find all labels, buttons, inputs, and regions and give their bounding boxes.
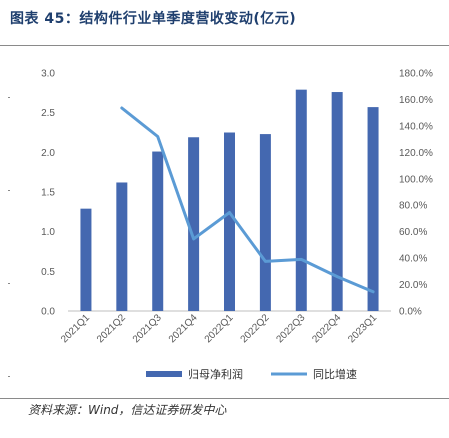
left-axis-tick-label: 1.0 bbox=[41, 227, 55, 238]
side-tick-mark bbox=[8, 97, 10, 98]
right-axis-tick-label: 60.0% bbox=[399, 227, 427, 238]
left-axis-tick-label: 2.0 bbox=[41, 148, 55, 159]
bar-2022Q3 bbox=[295, 89, 307, 311]
x-axis-tick-label: 2022Q1 bbox=[203, 312, 236, 345]
top-rule bbox=[0, 45, 449, 46]
x-axis-tick-label: 2021Q3 bbox=[131, 312, 164, 345]
bar-series bbox=[80, 89, 379, 311]
right-axis-tick-label: 140.0% bbox=[399, 121, 433, 132]
right-axis-tick-label: 40.0% bbox=[399, 254, 427, 265]
bar-2022Q2 bbox=[259, 134, 271, 311]
x-axis-tick-label: 2021Q2 bbox=[95, 312, 128, 345]
bar-2021Q3 bbox=[152, 151, 164, 311]
legend-swatch-bar bbox=[146, 371, 182, 377]
right-axis-tick-label: 80.0% bbox=[399, 201, 427, 212]
x-axis-tick-label: 2022Q2 bbox=[239, 312, 272, 345]
bottom-rule bbox=[0, 398, 449, 399]
chart-title: 图表 45：结构件行业单季度营收变动(亿元) bbox=[10, 11, 297, 27]
growth-rate-line bbox=[120, 106, 375, 294]
bar-2021Q1 bbox=[80, 208, 92, 311]
right-axis-tick-label: 160.0% bbox=[399, 95, 433, 106]
side-tick-mark bbox=[8, 190, 10, 191]
x-axis-labels: 2021Q1 2021Q2 2021Q3 2021Q4 2022Q1 2022Q2 2022… bbox=[59, 312, 379, 345]
x-axis-tick-label: 2023Q1 bbox=[346, 312, 379, 345]
side-tick-mark bbox=[8, 283, 10, 284]
left-axis-tick-label: 3.0 bbox=[41, 69, 55, 80]
left-axis-tick-label: 0.5 bbox=[41, 267, 55, 278]
x-axis-tick-label: 2021Q1 bbox=[59, 312, 92, 345]
legend: 归母净利润 同比增速 bbox=[146, 367, 357, 381]
bar-2022Q1 bbox=[224, 132, 235, 311]
side-tick-mark bbox=[8, 376, 10, 377]
left-axis-tick-label: 1.5 bbox=[41, 188, 55, 199]
legend-label-line: 同比增速 bbox=[313, 367, 357, 381]
right-axis-tick-label: 100.0% bbox=[399, 174, 433, 185]
source-note: 资料来源：Wind，信达证券研发中心 bbox=[28, 403, 227, 417]
left-axis-tick-label: 2.5 bbox=[41, 108, 55, 119]
x-axis-tick-label: 2021Q4 bbox=[167, 312, 200, 345]
bar-2021Q4 bbox=[188, 137, 200, 311]
bar-2023Q1 bbox=[367, 107, 379, 311]
right-axis-ticks: 0.0% 20.0% 40.0% 60.0% 80.0% 100.0% 120.0% 140.… bbox=[399, 69, 433, 318]
right-axis-tick-label: 20.0% bbox=[399, 280, 427, 291]
left-axis-tick-label: 0.0 bbox=[41, 307, 55, 318]
bar-2022Q4 bbox=[331, 92, 343, 311]
bar-2021Q2 bbox=[116, 182, 128, 311]
left-axis-ticks: 0.0 0.5 1.0 1.5 2.0 2.5 3.0 bbox=[41, 69, 55, 318]
right-axis-tick-label: 120.0% bbox=[399, 148, 433, 159]
right-axis-tick-label: 0.0% bbox=[399, 307, 422, 318]
legend-label-bar: 归母净利润 bbox=[188, 367, 243, 381]
right-axis-tick-label: 180.0% bbox=[399, 69, 433, 80]
x-axis-tick-label: 2022Q3 bbox=[274, 312, 307, 345]
x-axis-tick-label: 2022Q4 bbox=[310, 312, 343, 345]
